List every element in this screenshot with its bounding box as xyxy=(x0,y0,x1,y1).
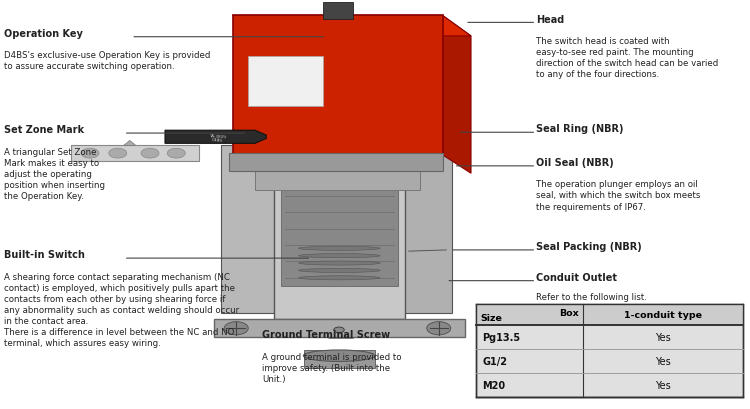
Text: 1-conduit type: 1-conduit type xyxy=(624,310,702,319)
Text: Oil Seal (NBR): Oil Seal (NBR) xyxy=(536,158,614,168)
FancyBboxPatch shape xyxy=(255,171,420,190)
Circle shape xyxy=(109,149,127,159)
Text: The operation plunger employs an oil
seal, with which the switch box meets
the r: The operation plunger employs an oil sea… xyxy=(536,180,700,211)
FancyBboxPatch shape xyxy=(322,3,352,20)
FancyBboxPatch shape xyxy=(232,16,442,155)
Ellipse shape xyxy=(303,350,375,362)
Circle shape xyxy=(224,322,248,335)
Circle shape xyxy=(334,327,344,333)
Polygon shape xyxy=(124,141,136,146)
Ellipse shape xyxy=(298,247,380,251)
Circle shape xyxy=(167,149,185,159)
Polygon shape xyxy=(442,16,471,174)
FancyBboxPatch shape xyxy=(476,305,742,325)
Text: Yes: Yes xyxy=(655,356,670,366)
Text: Box: Box xyxy=(560,308,579,317)
Text: Yes: Yes xyxy=(655,380,670,390)
FancyBboxPatch shape xyxy=(214,319,465,337)
FancyBboxPatch shape xyxy=(274,139,405,319)
Text: Ground Terminal Screw: Ground Terminal Screw xyxy=(262,330,391,339)
FancyBboxPatch shape xyxy=(248,57,322,106)
Circle shape xyxy=(81,149,99,159)
Text: A triangular Set Zone
Mark makes it easy to
adjust the operating
position when i: A triangular Set Zone Mark makes it easy… xyxy=(4,147,105,200)
FancyBboxPatch shape xyxy=(229,153,442,172)
Text: Set Zone Mark: Set Zone Mark xyxy=(4,125,84,135)
Text: Conduit Outlet: Conduit Outlet xyxy=(536,272,617,282)
Ellipse shape xyxy=(298,269,380,273)
Text: Refer to the following list.: Refer to the following list. xyxy=(536,292,647,301)
FancyBboxPatch shape xyxy=(304,350,375,368)
Text: A ground terminal is provided to
improve safety. (Built into the
Unit.): A ground terminal is provided to improve… xyxy=(262,352,402,383)
Ellipse shape xyxy=(298,261,380,265)
Text: Seal Ring (NBR): Seal Ring (NBR) xyxy=(536,124,624,134)
Text: Head: Head xyxy=(536,15,565,25)
Text: YA-3809
D4BS: YA-3809 D4BS xyxy=(209,133,226,143)
Text: Size: Size xyxy=(480,314,502,323)
FancyBboxPatch shape xyxy=(476,305,742,397)
Text: Pg13.5: Pg13.5 xyxy=(482,332,520,342)
Text: D4BS's exclusive-use Operation Key is provided
to assure accurate switching oper: D4BS's exclusive-use Operation Key is pr… xyxy=(4,51,210,71)
FancyBboxPatch shape xyxy=(404,145,452,313)
Ellipse shape xyxy=(298,276,380,280)
FancyBboxPatch shape xyxy=(281,155,398,286)
Text: G1/2: G1/2 xyxy=(482,356,507,366)
Text: Yes: Yes xyxy=(655,332,670,342)
Circle shape xyxy=(427,322,451,335)
Text: Operation Key: Operation Key xyxy=(4,29,82,39)
Polygon shape xyxy=(71,146,199,162)
Circle shape xyxy=(141,149,159,159)
Polygon shape xyxy=(232,16,471,37)
Text: A shearing force contact separating mechanism (NC
contact) is employed, which po: A shearing force contact separating mech… xyxy=(4,272,238,347)
Polygon shape xyxy=(165,131,266,144)
Text: Seal Packing (NBR): Seal Packing (NBR) xyxy=(536,242,642,252)
Text: The switch head is coated with
easy-to-see red paint. The mounting
direction of : The switch head is coated with easy-to-s… xyxy=(536,37,718,79)
Text: Built-in Switch: Built-in Switch xyxy=(4,250,85,260)
FancyBboxPatch shape xyxy=(221,145,278,313)
Ellipse shape xyxy=(298,254,380,258)
Text: M20: M20 xyxy=(482,380,506,390)
